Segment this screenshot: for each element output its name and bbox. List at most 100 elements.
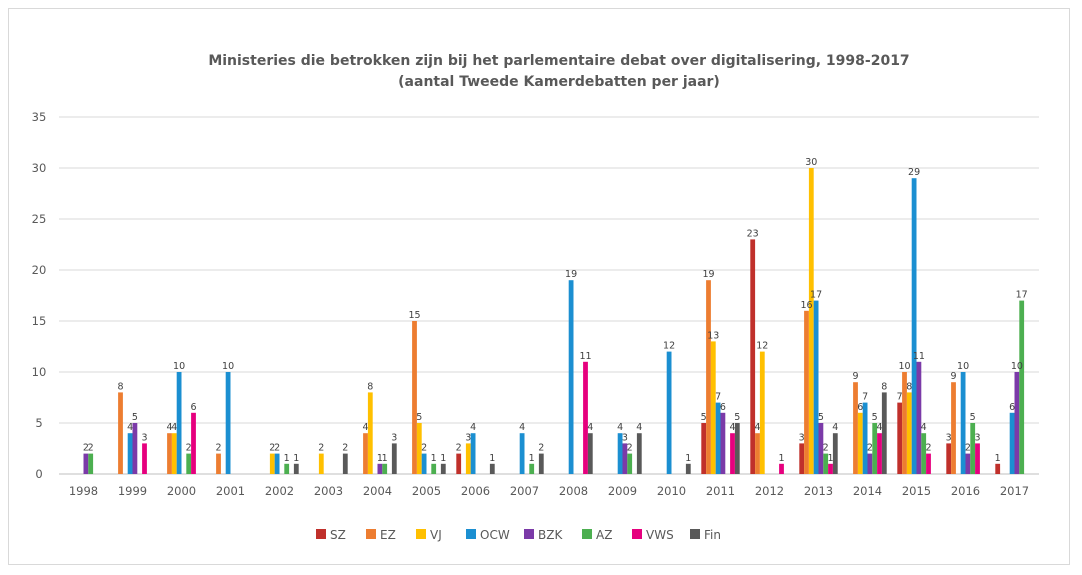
data-label: 5	[734, 412, 740, 423]
x-tick-label: 2006	[461, 484, 490, 498]
bar-vws	[877, 433, 882, 474]
data-label: 2	[342, 443, 348, 454]
bar-vj	[269, 453, 275, 474]
data-label: 4	[832, 422, 838, 433]
data-label: 4	[754, 422, 760, 433]
data-label: 3	[622, 432, 628, 443]
bar-vws	[191, 412, 196, 474]
data-label: 7	[897, 392, 903, 403]
bar-az	[872, 423, 878, 474]
data-label: 4	[171, 422, 177, 433]
bar-vj	[906, 392, 912, 474]
data-label: 30	[805, 157, 817, 168]
bar-vws	[926, 453, 931, 474]
bar-fin	[293, 463, 299, 474]
bar-vj	[465, 443, 471, 474]
data-label: 6	[857, 402, 863, 413]
bar-az	[529, 463, 535, 474]
data-label: 5	[416, 412, 422, 423]
data-label: 7	[715, 392, 721, 403]
data-label: 3	[799, 432, 805, 443]
data-label: 1	[284, 453, 290, 464]
bar-ocw	[519, 433, 525, 474]
data-label: 4	[362, 422, 368, 433]
bar-sz	[456, 453, 462, 474]
bar-ez	[755, 433, 760, 474]
data-label: 1	[685, 453, 691, 464]
data-label: 3	[465, 432, 471, 443]
y-tick-label: 35	[32, 110, 47, 124]
data-label: 5	[970, 412, 976, 423]
bar-az	[970, 423, 976, 474]
bar-ocw	[911, 178, 917, 474]
data-label: 2	[627, 443, 633, 454]
bar-ez	[118, 392, 123, 474]
data-label: 17	[810, 290, 822, 301]
bar-fin	[636, 433, 642, 474]
bar-vws	[828, 463, 833, 474]
data-label: 12	[756, 341, 768, 352]
data-label: 3	[391, 432, 397, 443]
data-label: 2	[88, 443, 94, 454]
x-tick-label: 2007	[510, 484, 539, 498]
data-label: 10	[898, 361, 910, 372]
legend-label-vws: VWS	[646, 528, 674, 542]
bar-fin	[440, 463, 446, 474]
bar-bzk	[1014, 372, 1020, 474]
legend-label-vj: VJ	[430, 528, 442, 542]
x-tick-label: 2004	[363, 484, 392, 498]
bar-chart: Ministeries die betrokken zijn bij het p…	[32, 53, 1039, 542]
data-label: 8	[881, 381, 887, 392]
data-label: 12	[663, 341, 675, 352]
data-label: 2	[925, 443, 931, 454]
x-tick-label: 1998	[69, 484, 98, 498]
bar-az	[627, 453, 633, 474]
bar-ocw	[470, 433, 476, 474]
legend-label-az: AZ	[596, 528, 612, 542]
data-label: 1	[489, 453, 495, 464]
bar-vj	[416, 423, 422, 474]
bar-ocw	[568, 280, 574, 474]
data-label: 8	[117, 381, 123, 392]
bar-bzk	[818, 423, 824, 474]
bar-ez	[902, 372, 907, 474]
x-tick-label: 2015	[902, 484, 931, 498]
bar-vws	[583, 361, 588, 474]
bar-az	[921, 433, 927, 474]
data-label: 29	[908, 167, 920, 178]
data-label: 17	[1016, 290, 1028, 301]
chart-frame: Ministeries die betrokken zijn bij het p…	[8, 8, 1070, 565]
data-label: 6	[190, 402, 196, 413]
bar-ez	[167, 433, 172, 474]
data-label: 4	[587, 422, 593, 433]
bar-ez	[951, 382, 956, 474]
bar-fin	[881, 392, 887, 474]
data-label: 1	[995, 453, 1001, 464]
legend-swatch-bzk	[524, 529, 534, 539]
data-label: 15	[408, 310, 420, 321]
data-label: 4	[617, 422, 623, 433]
legend-label-bzk: BZK	[538, 528, 563, 542]
data-label: 2	[538, 443, 544, 454]
data-label: 2	[318, 443, 324, 454]
x-axis-ticks: 1998 1999 2000 2001 2002 2003 2004 2005 2006 2007…	[69, 484, 1029, 498]
bar-ocw	[617, 433, 623, 474]
data-label: 2	[269, 443, 275, 454]
data-label: 4	[470, 422, 476, 433]
data-label: 10	[1011, 361, 1023, 372]
bar-fin	[685, 463, 691, 474]
bar-bzk	[622, 443, 628, 474]
bar-ez	[363, 433, 368, 474]
bar-vj	[710, 341, 716, 474]
data-label: 4	[636, 422, 642, 433]
data-label: 4	[921, 422, 927, 433]
chart-title-line1: Ministeries die betrokken zijn bij het p…	[208, 53, 909, 69]
data-label: 2	[421, 443, 427, 454]
data-label: 1	[377, 453, 383, 464]
data-label: 4	[127, 422, 133, 433]
bar-ocw	[274, 453, 280, 474]
x-tick-label: 2003	[314, 484, 343, 498]
legend-label-ocw: OCW	[480, 528, 510, 542]
y-tick-label: 0	[35, 467, 42, 481]
x-tick-label: 2012	[755, 484, 784, 498]
